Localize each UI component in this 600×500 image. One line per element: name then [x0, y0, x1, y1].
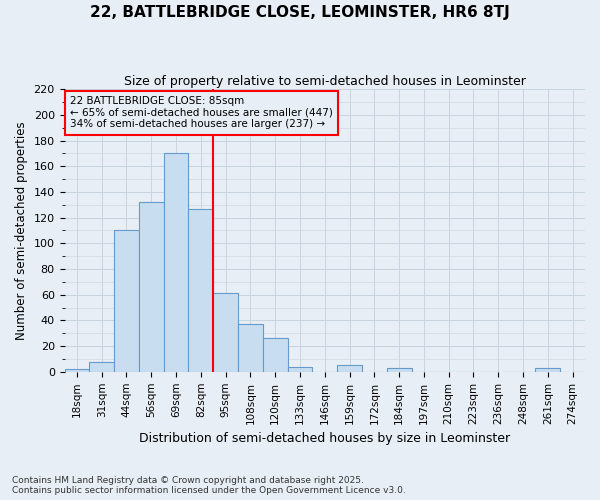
- Text: 22 BATTLEBRIDGE CLOSE: 85sqm
← 65% of semi-detached houses are smaller (447)
34%: 22 BATTLEBRIDGE CLOSE: 85sqm ← 65% of se…: [70, 96, 332, 130]
- Bar: [188, 208, 213, 372]
- Bar: [337, 366, 362, 372]
- Bar: [287, 366, 313, 372]
- Bar: [387, 368, 412, 372]
- Bar: [89, 362, 114, 372]
- Bar: [139, 202, 164, 372]
- Text: Contains HM Land Registry data © Crown copyright and database right 2025.
Contai: Contains HM Land Registry data © Crown c…: [12, 476, 406, 495]
- Bar: [263, 338, 287, 372]
- Y-axis label: Number of semi-detached properties: Number of semi-detached properties: [15, 121, 28, 340]
- Bar: [164, 154, 188, 372]
- Text: 22, BATTLEBRIDGE CLOSE, LEOMINSTER, HR6 8TJ: 22, BATTLEBRIDGE CLOSE, LEOMINSTER, HR6 …: [90, 5, 510, 20]
- Bar: [213, 294, 238, 372]
- Bar: [238, 324, 263, 372]
- Title: Size of property relative to semi-detached houses in Leominster: Size of property relative to semi-detach…: [124, 75, 526, 88]
- Bar: [114, 230, 139, 372]
- Bar: [535, 368, 560, 372]
- Bar: [65, 369, 89, 372]
- X-axis label: Distribution of semi-detached houses by size in Leominster: Distribution of semi-detached houses by …: [139, 432, 511, 445]
